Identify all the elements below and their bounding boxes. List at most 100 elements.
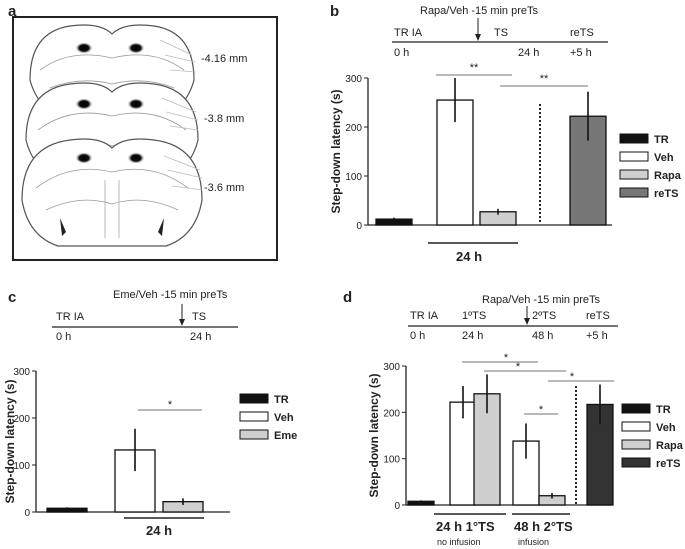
legend-swatch-0 bbox=[619, 133, 649, 144]
brain-section-3 bbox=[21, 138, 203, 247]
chart-d-group-label-1: 24 h 1°TS bbox=[436, 519, 495, 534]
legend-swatch-0 bbox=[621, 403, 651, 414]
timeline-b-top-2: reTS bbox=[570, 27, 594, 39]
chart-d-sig-2: * bbox=[484, 361, 566, 373]
y-tick-label-200: 200 bbox=[345, 123, 362, 134]
timeline-d-bottom-1: 24 h bbox=[462, 330, 483, 342]
panel-b-letter: b bbox=[330, 3, 339, 20]
y-tick-label-100: 100 bbox=[383, 455, 400, 466]
chart-d-sub-label-1: no infusion bbox=[437, 537, 481, 547]
legend-label-3: reTS bbox=[656, 458, 680, 470]
y-tick-label-100: 100 bbox=[13, 461, 30, 472]
timeline-d-top-2: 2ºTS bbox=[532, 310, 556, 322]
level-label-1: -4.16 mm bbox=[201, 53, 247, 65]
y-tick-label-0: 0 bbox=[24, 508, 30, 519]
timeline-b-top-1: TS bbox=[494, 27, 508, 39]
timeline-d-top-0: TR IA bbox=[410, 310, 439, 322]
legend-swatch-2 bbox=[239, 429, 269, 440]
panel-d-letter: d bbox=[343, 289, 352, 306]
legend-label-0: TR bbox=[274, 394, 289, 406]
y-tick-label-100: 100 bbox=[345, 172, 362, 183]
timeline-c-bottom-0: 0 h bbox=[56, 331, 71, 343]
timeline-d: Rapa/Veh -15 min preTs TR IA 1ºTS 2ºTS r… bbox=[408, 294, 618, 342]
legend-swatch-1 bbox=[621, 421, 651, 432]
section-lines bbox=[159, 39, 203, 191]
legend-label-3: reTS bbox=[654, 188, 678, 200]
timeline-c-top-1: TS bbox=[192, 311, 206, 323]
timeline-b: Rapa/Veh -15 min preTs TR IA TS reTS 0 h… bbox=[392, 5, 608, 59]
timeline-b-top-0: TR IA bbox=[394, 27, 423, 39]
chart-b-sig-1-label: ** bbox=[470, 62, 479, 74]
timeline-c-treatment: Eme/Veh -15 min preTs bbox=[113, 289, 228, 301]
timeline-c-top-0: TR IA bbox=[56, 311, 85, 323]
chart-c-group: 24 h bbox=[124, 517, 204, 538]
legend-label-1: Veh bbox=[274, 412, 294, 424]
y-tick-label-200: 200 bbox=[13, 414, 30, 425]
timeline-d-bottom-3: +5 h bbox=[586, 330, 608, 342]
timeline-b-bottom-2: +5 h bbox=[570, 47, 592, 59]
timeline-d-top-3: reTS bbox=[586, 310, 610, 322]
legend-swatch-1 bbox=[619, 151, 649, 162]
chart-d-sub-label-2: infusion bbox=[518, 537, 549, 547]
chart-c-group-label: 24 h bbox=[146, 523, 172, 538]
legend-swatch-0 bbox=[239, 393, 269, 404]
legend-swatch-3 bbox=[621, 457, 651, 468]
y-axis-label: Step-down latency (s) bbox=[3, 379, 17, 503]
legend-label-2: Rapa bbox=[656, 440, 684, 452]
chart-d-sig-4: * bbox=[524, 404, 558, 416]
timeline-c-bottom-1: 24 h bbox=[190, 331, 211, 343]
chart-d-group-label-2: 48 h 2°TS bbox=[514, 519, 573, 534]
chart-b-group-label: 24 h bbox=[456, 249, 482, 264]
chart-d-group-2: 48 h 2°TS infusion bbox=[512, 513, 573, 547]
chart-d-sig-4-label: * bbox=[539, 404, 544, 416]
chart-d-sig-1-label: * bbox=[504, 352, 509, 364]
bar-5 bbox=[586, 403, 614, 506]
timeline-d-bottom-0: 0 h bbox=[410, 330, 425, 342]
legend-label-0: TR bbox=[656, 404, 671, 416]
bar-1 bbox=[436, 99, 474, 226]
panel-a-frame bbox=[12, 16, 278, 261]
legend-swatch-1 bbox=[239, 411, 269, 422]
y-tick-label-0: 0 bbox=[394, 501, 400, 512]
legend-label-0: TR bbox=[654, 134, 669, 146]
legend-swatch-2 bbox=[619, 169, 649, 180]
chart-c-sig-1-label: * bbox=[168, 399, 173, 411]
chart-b-group: 24 h bbox=[428, 242, 518, 264]
timeline-d-bottom-2: 48 h bbox=[532, 330, 553, 342]
y-tick-label-300: 300 bbox=[13, 367, 30, 378]
legend-swatch-3 bbox=[619, 187, 649, 198]
legend-label-1: Veh bbox=[654, 152, 674, 164]
panel-a-letter: a bbox=[8, 3, 17, 20]
chart-b-sig-1: ** bbox=[436, 62, 512, 76]
legend-swatch-2 bbox=[621, 439, 651, 450]
bar-3 bbox=[512, 440, 540, 506]
chart-b-sig-2: ** bbox=[500, 73, 588, 87]
timeline-b-bottom-1: 24 h bbox=[518, 47, 539, 59]
timeline-d-top-1: 1ºTS bbox=[462, 310, 486, 322]
level-label-2: -3.8 mm bbox=[204, 113, 244, 125]
chart-b-sig-2-label: ** bbox=[540, 73, 549, 85]
chart-c-sig-1: * bbox=[138, 399, 202, 411]
legend-label-1: Veh bbox=[656, 422, 676, 434]
panel-c-letter: c bbox=[8, 289, 16, 306]
chart-d-sig-3-label: * bbox=[570, 371, 575, 383]
legend-label-2: Rapa bbox=[654, 170, 682, 182]
y-tick-label-300: 300 bbox=[383, 362, 400, 373]
legend-label-2: Eme bbox=[274, 430, 297, 442]
timeline-b-bottom-0: 0 h bbox=[394, 47, 409, 59]
timeline-b-treatment: Rapa/Veh -15 min preTs bbox=[420, 5, 539, 17]
y-axis-label: Step-down latency (s) bbox=[367, 373, 381, 497]
timeline-c: Eme/Veh -15 min preTs TR IA TS 0 h 24 h bbox=[52, 289, 238, 343]
level-label-3: -3.6 mm bbox=[204, 182, 244, 194]
y-axis-label: Step-down latency (s) bbox=[329, 89, 343, 213]
chart-d-sig-2-label: * bbox=[516, 361, 521, 373]
y-tick-label-0: 0 bbox=[356, 221, 362, 232]
chart-d-sig-1: * bbox=[462, 352, 538, 364]
timeline-d-treatment: Rapa/Veh -15 min preTs bbox=[482, 294, 601, 306]
chart-d-group-1: 24 h 1°TS no infusion bbox=[434, 513, 506, 547]
y-tick-label-200: 200 bbox=[383, 408, 400, 419]
